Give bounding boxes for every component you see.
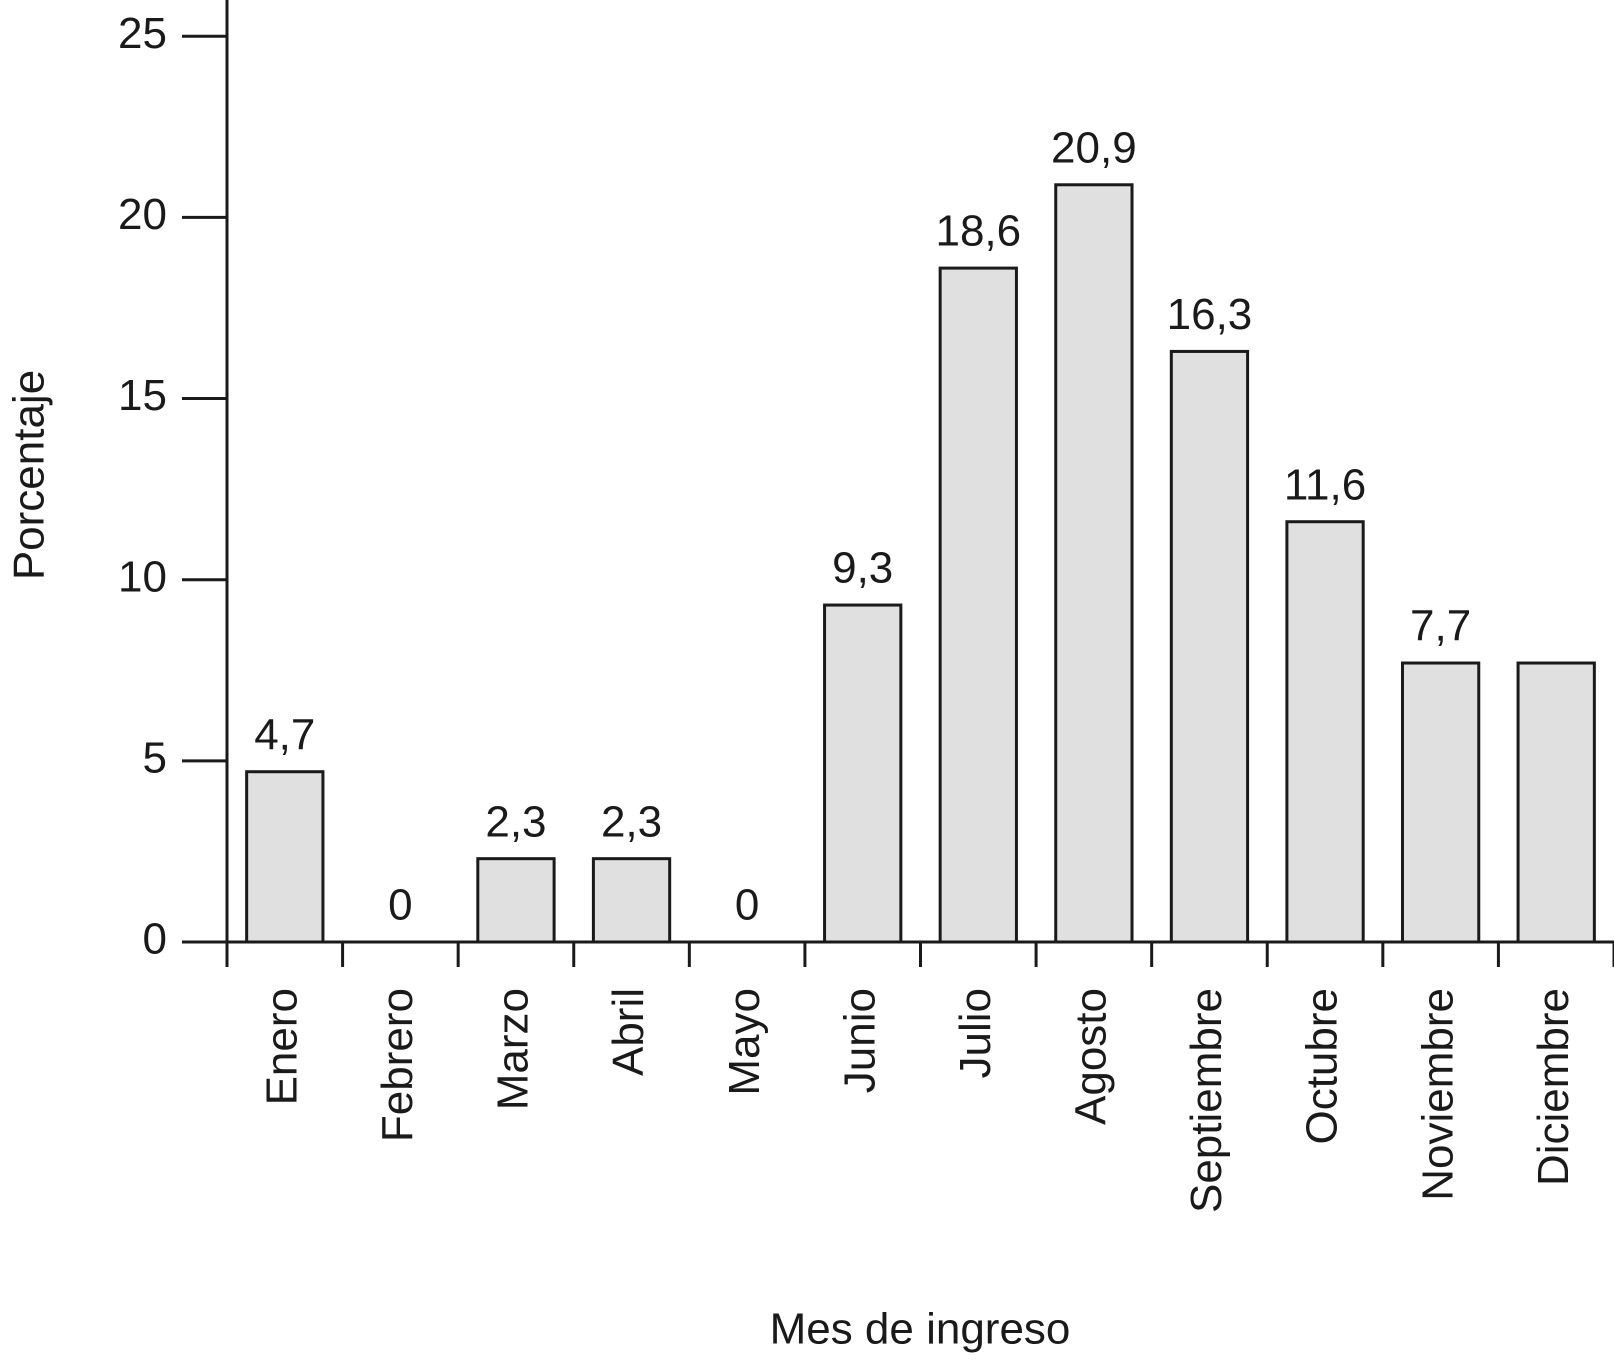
bar [823, 603, 903, 944]
x-tick-label: Octubre [1298, 988, 1347, 1145]
x-tick-label: Julio [951, 988, 1000, 1079]
bar [1169, 349, 1250, 944]
value-label: 2,3 [485, 797, 546, 846]
bar [591, 857, 672, 944]
x-tick-label: Agosto [1067, 988, 1116, 1125]
value-label: 18,6 [935, 207, 1021, 256]
value-label: 11,6 [1284, 460, 1366, 509]
x-tick-label: Mayo [720, 988, 769, 1096]
value-label: 20,9 [1051, 123, 1137, 172]
x-tick-label: Junio [835, 988, 884, 1093]
bar [1400, 661, 1481, 944]
bar [938, 266, 1018, 944]
y-tick-label: 0 [143, 915, 167, 964]
x-tick-label: Marzo [489, 988, 538, 1110]
x-axis-title: Mes de ingreso [770, 1305, 1071, 1354]
x-tick-label: Abril [604, 988, 653, 1076]
value-label: 7,7 [1410, 602, 1471, 651]
y-tick-label: 5 [143, 733, 167, 782]
value-label: 9,3 [832, 544, 893, 593]
value-label: 0 [388, 881, 412, 930]
bar [1285, 520, 1365, 944]
x-tick-label: Noviembre [1413, 988, 1462, 1201]
value-label: 16,3 [1167, 290, 1253, 339]
value-label: 4,7 [254, 710, 315, 759]
x-tick-label: Enero [257, 988, 306, 1105]
bar [245, 770, 325, 944]
x-tick-label: Diciembre [1529, 988, 1578, 1186]
value-label: 2,3 [601, 797, 662, 846]
y-tick-label: 20 [118, 190, 167, 239]
value-label: 0 [735, 881, 759, 930]
y-tick-label: 10 [118, 552, 167, 601]
y-tick-label: 25 [118, 9, 167, 58]
bar [1054, 183, 1134, 944]
bar [1516, 661, 1596, 944]
x-tick-label: Septiembre [1182, 988, 1231, 1213]
y-tick-label: 15 [118, 371, 167, 420]
y-axis-title: Porcentaje [5, 370, 54, 580]
x-tick-label: Febrero [373, 988, 422, 1142]
bar [476, 857, 556, 944]
